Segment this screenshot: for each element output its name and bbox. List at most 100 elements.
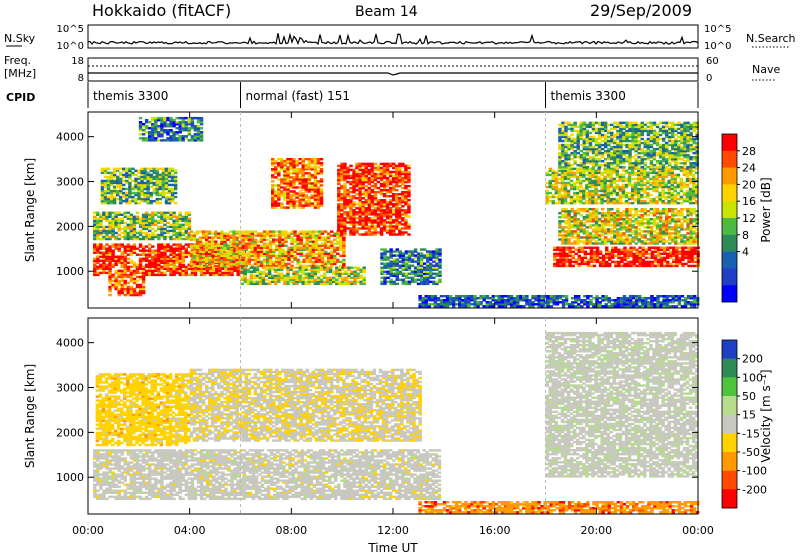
power-echo-cell	[557, 187, 562, 191]
power-echo-cell	[224, 261, 228, 264]
power-echo-cell	[653, 260, 658, 264]
power-echo-cell	[349, 215, 353, 218]
power-echo-cell	[117, 257, 121, 260]
power-echo-cell	[96, 231, 100, 235]
power-echo-cell	[167, 171, 172, 175]
power-echo-cell	[560, 189, 565, 193]
power-echo-cell	[585, 191, 589, 195]
power-echo-cell	[320, 256, 325, 260]
power-echo-cell	[646, 210, 651, 213]
power-echo-cell	[333, 234, 337, 237]
power-echo-cell	[284, 264, 288, 268]
power-echo-cell	[152, 169, 157, 173]
power-echo-cell	[591, 230, 596, 233]
power-echo-cell	[579, 167, 583, 171]
power-echo-cell	[305, 246, 310, 249]
power-echo-cell	[426, 270, 430, 273]
power-echo-cell	[600, 195, 604, 199]
power-echo-cell	[340, 178, 344, 182]
power-echo-cell	[432, 280, 436, 284]
power-echo-cell	[398, 272, 403, 275]
power-echo-cell	[111, 245, 115, 248]
power-echo-cell	[289, 164, 293, 167]
power-echo-cell	[692, 236, 696, 239]
power-echo-cell	[126, 261, 131, 264]
power-echo-cell	[221, 267, 225, 271]
power-echo-cell	[114, 237, 118, 241]
power-echo-cell	[585, 187, 589, 191]
power-echo-cell	[295, 278, 299, 282]
power-echo-cell	[287, 246, 291, 249]
power-echo-cell	[656, 254, 661, 258]
power-echo-cell	[106, 175, 111, 179]
power-echo-cell	[557, 191, 562, 195]
power-echo-cell	[429, 266, 433, 269]
power-echo-cell	[108, 273, 112, 277]
power-echo-cell	[253, 260, 258, 264]
power-echo-cell	[307, 204, 312, 207]
power-echo-cell	[340, 227, 344, 230]
power-echo-cell	[379, 231, 384, 234]
power-echo-cell	[380, 280, 384, 284]
power-echo-cell	[398, 168, 402, 172]
power-echo-cell	[604, 262, 609, 266]
power-echo-cell	[187, 225, 192, 229]
power-echo-cell	[103, 195, 108, 199]
power-echo-cell	[264, 272, 269, 275]
power-echo-cell	[407, 164, 411, 168]
power-echo-cell	[376, 199, 381, 202]
power-echo-cell	[151, 263, 155, 267]
power-echo-cell	[395, 188, 399, 192]
power-echo-cell	[292, 176, 296, 179]
power-echo-cell	[560, 185, 565, 189]
power-echo-cell	[407, 205, 411, 208]
power-echo-cell	[201, 234, 206, 237]
cpid-strip: CPID themis 3300 normal (fast) 151 themis …	[6, 82, 699, 108]
power-echo-cell	[588, 220, 593, 223]
power-echo-cell	[103, 193, 108, 197]
power-echo-cell	[398, 174, 402, 178]
power-echo-cell	[355, 229, 359, 232]
power-echo-cell	[410, 260, 415, 263]
power-echo-cell	[278, 230, 282, 233]
power-echo-cell	[238, 264, 242, 268]
power-echo-cell	[326, 258, 331, 262]
power-echo-cell	[665, 256, 670, 260]
power-echo-cell	[106, 179, 111, 183]
power-echo-cell	[286, 280, 290, 284]
power-echo-cell	[340, 196, 344, 200]
power-echo-cell	[426, 272, 430, 275]
power-echo-cell	[313, 200, 318, 203]
power-echo-cell	[277, 174, 281, 177]
power-echo-cell	[631, 224, 635, 227]
power-echo-cell	[653, 254, 658, 258]
power-echo-cell	[592, 246, 597, 249]
power-echo-cell	[235, 238, 239, 241]
power-echo-cell	[125, 195, 129, 199]
power-echo-cell	[356, 272, 360, 275]
power-echo-cell	[173, 201, 178, 205]
power-echo-cell	[295, 274, 299, 278]
power-echo-cell	[600, 242, 605, 245]
power-echo-cell	[687, 248, 691, 251]
power-echo-cell	[247, 244, 252, 247]
power-echo-cell	[689, 210, 693, 213]
power-echo-cell	[383, 280, 387, 284]
power-echo-cell	[419, 256, 424, 259]
power-echo-cell	[166, 221, 170, 225]
power-echo-cell	[296, 236, 300, 239]
power-echo-cell	[597, 195, 601, 199]
power-echo-cell	[652, 218, 657, 221]
power-echo-cell	[614, 246, 618, 249]
power-echo-cell	[340, 192, 344, 196]
power-echo-cell	[608, 262, 612, 266]
power-echo-cell	[337, 186, 341, 190]
power-echo-cell	[616, 232, 620, 235]
power-echo-cell	[655, 228, 660, 231]
power-echo-cell	[358, 174, 362, 178]
power-echo-cell	[328, 270, 333, 273]
power-echo-cell	[310, 268, 315, 271]
power-echo-cell	[640, 218, 645, 221]
power-echo-cell	[562, 246, 566, 249]
power-echo-cell	[169, 245, 173, 248]
